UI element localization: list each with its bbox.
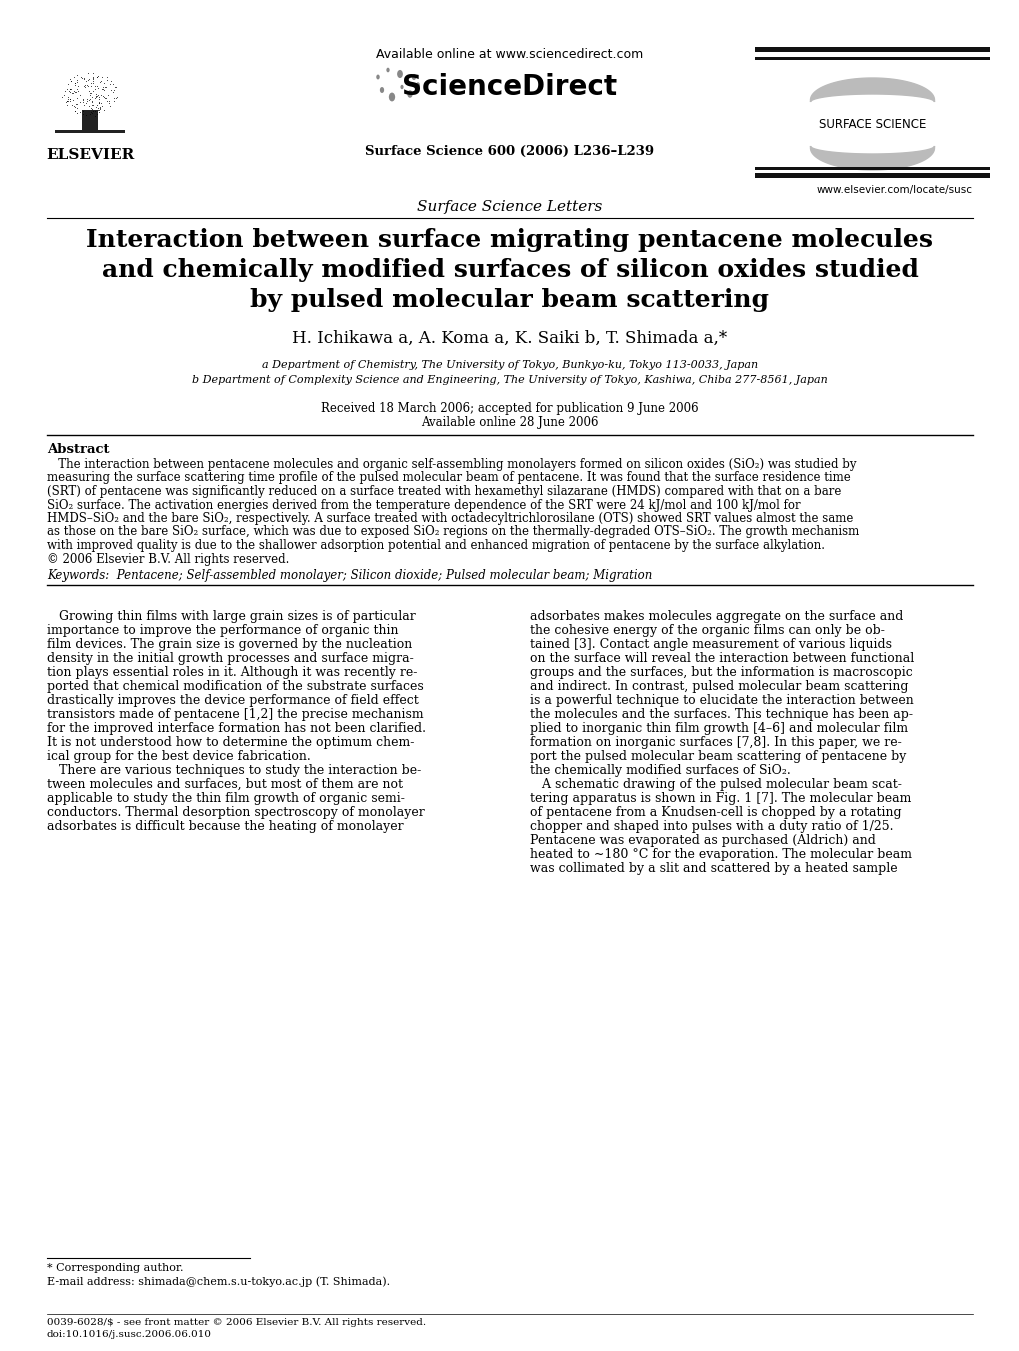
Text: HMDS–SiO₂ and the bare SiO₂, respectively. A surface treated with octadecyltrich: HMDS–SiO₂ and the bare SiO₂, respectivel… [47, 512, 853, 526]
Text: b Department of Complexity Science and Engineering, The University of Tokyo, Kas: b Department of Complexity Science and E… [192, 376, 827, 385]
Text: Surface Science Letters: Surface Science Letters [417, 200, 602, 213]
Text: applicable to study the thin film growth of organic semi-: applicable to study the thin film growth… [47, 792, 405, 805]
Text: film devices. The grain size is governed by the nucleation: film devices. The grain size is governed… [47, 638, 412, 651]
Bar [754, 173, 989, 178]
Ellipse shape [407, 91, 413, 97]
Text: It is not understood how to determine the optimum chem-: It is not understood how to determine th… [47, 736, 414, 748]
Text: heated to ∼180 °C for the evaporation. The molecular beam: heated to ∼180 °C for the evaporation. T… [530, 848, 911, 861]
Ellipse shape [379, 86, 384, 93]
Bar [55, 130, 125, 132]
Text: the molecules and the surfaces. This technique has been ap-: the molecules and the surfaces. This tec… [530, 708, 912, 721]
Text: adsorbates is difficult because the heating of monolayer: adsorbates is difficult because the heat… [47, 820, 404, 834]
Bar [82, 109, 98, 130]
Text: adsorbates makes molecules aggregate on the surface and: adsorbates makes molecules aggregate on … [530, 611, 903, 623]
Ellipse shape [396, 70, 403, 78]
Ellipse shape [400, 85, 404, 89]
Text: (SRT) of pentacene was significantly reduced on a surface treated with hexamethy: (SRT) of pentacene was significantly red… [47, 485, 841, 499]
Text: Interaction between surface migrating pentacene molecules: Interaction between surface migrating pe… [87, 228, 932, 253]
Text: tween molecules and surfaces, but most of them are not: tween molecules and surfaces, but most o… [47, 778, 403, 790]
Text: by pulsed molecular beam scattering: by pulsed molecular beam scattering [251, 288, 768, 312]
Text: conductors. Thermal desorption spectroscopy of monolayer: conductors. Thermal desorption spectrosc… [47, 807, 424, 819]
Text: ScienceDirect: ScienceDirect [403, 73, 616, 101]
Polygon shape [810, 78, 933, 101]
Bar [754, 57, 989, 59]
Text: The interaction between pentacene molecules and organic self-assembling monolaye: The interaction between pentacene molecu… [47, 458, 856, 471]
Text: of pentacene from a Knudsen-cell is chopped by a rotating: of pentacene from a Knudsen-cell is chop… [530, 807, 901, 819]
Text: H. Ichikawa a, A. Koma a, K. Saiki b, T. Shimada a,*: H. Ichikawa a, A. Koma a, K. Saiki b, T.… [292, 330, 727, 347]
Text: Surface Science 600 (2006) L236–L239: Surface Science 600 (2006) L236–L239 [365, 145, 654, 158]
Text: transistors made of pentacene [1,2] the precise mechanism: transistors made of pentacene [1,2] the … [47, 708, 423, 721]
Text: drastically improves the device performance of field effect: drastically improves the device performa… [47, 694, 419, 707]
Bar [754, 47, 989, 51]
Text: chopper and shaped into pulses with a duty ratio of 1/25.: chopper and shaped into pulses with a du… [530, 820, 893, 834]
Text: Abstract: Abstract [47, 443, 109, 457]
Text: There are various techniques to study the interaction be-: There are various techniques to study th… [47, 765, 421, 777]
Text: for the improved interface formation has not been clarified.: for the improved interface formation has… [47, 721, 426, 735]
Text: measuring the surface scattering time profile of the pulsed molecular beam of pe: measuring the surface scattering time pr… [47, 471, 850, 485]
Text: a Department of Chemistry, The University of Tokyo, Bunkyo-ku, Tokyo 113-0033, J: a Department of Chemistry, The Universit… [262, 359, 757, 370]
Text: groups and the surfaces, but the information is macroscopic: groups and the surfaces, but the informa… [530, 666, 912, 680]
Text: Pentacene was evaporated as purchased (Aldrich) and: Pentacene was evaporated as purchased (A… [530, 834, 875, 847]
Text: formation on inorganic surfaces [7,8]. In this paper, we re-: formation on inorganic surfaces [7,8]. I… [530, 736, 901, 748]
Bar [754, 168, 989, 170]
Text: ical group for the best device fabrication.: ical group for the best device fabricati… [47, 750, 311, 763]
Text: the cohesive energy of the organic films can only be ob-: the cohesive energy of the organic films… [530, 624, 884, 638]
Text: * Corresponding author.: * Corresponding author. [47, 1263, 183, 1273]
Text: SURFACE SCIENCE: SURFACE SCIENCE [818, 118, 925, 131]
Text: tering apparatus is shown in Fig. 1 [7]. The molecular beam: tering apparatus is shown in Fig. 1 [7].… [530, 792, 911, 805]
Ellipse shape [386, 68, 389, 73]
Text: © 2006 Elsevier B.V. All rights reserved.: © 2006 Elsevier B.V. All rights reserved… [47, 553, 289, 566]
Ellipse shape [412, 74, 416, 80]
Text: as those on the bare SiO₂ surface, which was due to exposed SiO₂ regions on the : as those on the bare SiO₂ surface, which… [47, 526, 858, 539]
Text: E-mail address: shimada@chem.s.u-tokyo.ac.jp (T. Shimada).: E-mail address: shimada@chem.s.u-tokyo.a… [47, 1275, 389, 1286]
Text: Received 18 March 2006; accepted for publication 9 June 2006: Received 18 March 2006; accepted for pub… [321, 403, 698, 415]
Text: 0039-6028/$ - see front matter © 2006 Elsevier B.V. All rights reserved.: 0039-6028/$ - see front matter © 2006 El… [47, 1319, 426, 1327]
Text: importance to improve the performance of organic thin: importance to improve the performance of… [47, 624, 398, 638]
Text: ported that chemical modification of the substrate surfaces: ported that chemical modification of the… [47, 680, 423, 693]
Polygon shape [810, 146, 933, 170]
Text: tion plays essential roles in it. Although it was recently re-: tion plays essential roles in it. Althou… [47, 666, 417, 680]
Text: Available online at www.sciencedirect.com: Available online at www.sciencedirect.co… [376, 49, 643, 61]
Ellipse shape [376, 74, 379, 80]
Text: and indirect. In contrast, pulsed molecular beam scattering: and indirect. In contrast, pulsed molecu… [530, 680, 908, 693]
Text: www.elsevier.com/locate/susc: www.elsevier.com/locate/susc [816, 185, 972, 195]
Text: plied to inorganic thin film growth [4–6] and molecular film: plied to inorganic thin film growth [4–6… [530, 721, 907, 735]
Ellipse shape [416, 82, 420, 88]
Text: Growing thin films with large grain sizes is of particular: Growing thin films with large grain size… [47, 611, 416, 623]
Text: A schematic drawing of the pulsed molecular beam scat-: A schematic drawing of the pulsed molecu… [530, 778, 901, 790]
Text: density in the initial growth processes and surface migra-: density in the initial growth processes … [47, 653, 414, 665]
Text: with improved quality is due to the shallower adsorption potential and enhanced : with improved quality is due to the shal… [47, 539, 824, 553]
Text: Keywords:  Pentacene; Self-assembled monolayer; Silicon dioxide; Pulsed molecula: Keywords: Pentacene; Self-assembled mono… [47, 569, 652, 582]
Ellipse shape [388, 93, 394, 101]
Text: SiO₂ surface. The activation energies derived from the temperature dependence of: SiO₂ surface. The activation energies de… [47, 499, 800, 512]
Text: ELSEVIER: ELSEVIER [46, 149, 133, 162]
Text: port the pulsed molecular beam scattering of pentacene by: port the pulsed molecular beam scatterin… [530, 750, 906, 763]
Text: on the surface will reveal the interaction between functional: on the surface will reveal the interacti… [530, 653, 913, 665]
Text: the chemically modified surfaces of SiO₂.: the chemically modified surfaces of SiO₂… [530, 765, 790, 777]
Text: tained [3]. Contact angle measurement of various liquids: tained [3]. Contact angle measurement of… [530, 638, 892, 651]
Text: and chemically modified surfaces of silicon oxides studied: and chemically modified surfaces of sili… [102, 258, 917, 282]
Text: doi:10.1016/j.susc.2006.06.010: doi:10.1016/j.susc.2006.06.010 [47, 1329, 212, 1339]
Text: was collimated by a slit and scattered by a heated sample: was collimated by a slit and scattered b… [530, 862, 897, 875]
Text: is a powerful technique to elucidate the interaction between: is a powerful technique to elucidate the… [530, 694, 913, 707]
Text: Available online 28 June 2006: Available online 28 June 2006 [421, 416, 598, 430]
